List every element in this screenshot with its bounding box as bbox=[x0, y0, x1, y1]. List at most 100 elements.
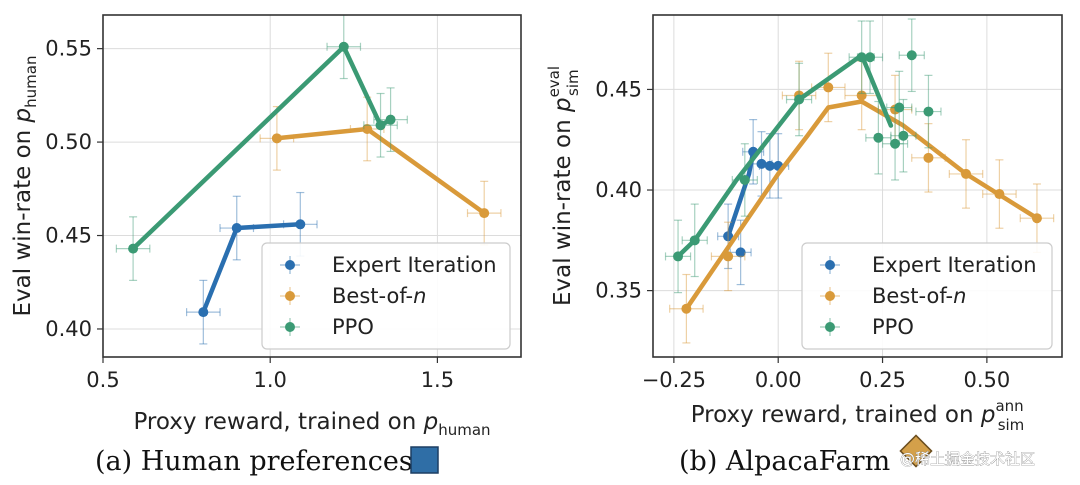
legend-marker bbox=[285, 322, 295, 332]
y-axis-label: Eval win-rate on pevalsim bbox=[545, 66, 582, 306]
legend-label-text: PPO bbox=[332, 315, 374, 339]
legend-label: PPO bbox=[332, 315, 374, 339]
legend-label-text: Best-of- bbox=[872, 284, 953, 308]
data-point-ppo bbox=[906, 50, 917, 61]
y-axis-label-symbol: p bbox=[10, 108, 36, 124]
y-tick-label: 0.55 bbox=[45, 37, 92, 61]
legend: Expert Iteration Best-of-n PPO bbox=[801, 242, 1053, 350]
x-axis-label-symbol: p bbox=[423, 409, 439, 435]
data-point-best-of-n bbox=[1031, 213, 1042, 224]
legend-marker bbox=[825, 291, 835, 301]
legend: Expert Iteration Best-of-n PPO bbox=[261, 242, 511, 350]
series-best-of-n bbox=[669, 52, 1055, 344]
data-point-best-of-n bbox=[362, 124, 373, 134]
legend-label: PPO bbox=[872, 315, 914, 339]
legend-item: PPO bbox=[280, 315, 374, 339]
x-tick-label: 0.00 bbox=[755, 368, 802, 392]
x-axis-label-sup: ann bbox=[995, 397, 1023, 415]
data-point-ppo bbox=[890, 138, 901, 149]
data-point-expert-iteration bbox=[231, 223, 242, 234]
y-tick-label: 0.40 bbox=[45, 317, 92, 341]
data-layer bbox=[115, 15, 502, 345]
data-point-ppo bbox=[739, 174, 750, 185]
data-point-best-of-n bbox=[479, 208, 490, 219]
data-point-best-of-n bbox=[856, 90, 867, 101]
data-point-ppo bbox=[128, 243, 139, 254]
x-axis-label-text: Proxy reward, trained on bbox=[133, 409, 423, 435]
data-point-best-of-n bbox=[271, 133, 282, 144]
data-point-ppo bbox=[923, 106, 934, 117]
data-point-ppo bbox=[898, 130, 909, 141]
legend-marker bbox=[825, 322, 835, 332]
legend-label-italic: n bbox=[413, 284, 426, 308]
x-tick-label: 1.0 bbox=[253, 368, 286, 392]
data-point-expert-iteration bbox=[756, 158, 767, 169]
legend-item: Expert Iteration bbox=[280, 253, 497, 277]
legend-marker bbox=[285, 291, 295, 301]
x-tick-label: 0.50 bbox=[963, 368, 1010, 392]
legend-item: Best-of-n bbox=[820, 284, 966, 308]
x-tick-label: −0.25 bbox=[642, 368, 706, 392]
legend-label-text: PPO bbox=[872, 315, 914, 339]
legend-marker bbox=[825, 260, 835, 270]
caption-a-square-icon bbox=[410, 446, 439, 474]
x-axis-label: Proxy reward, trained on phuman bbox=[133, 409, 490, 439]
legend-label: Expert Iteration bbox=[872, 253, 1037, 277]
y-tick-label: 0.35 bbox=[595, 279, 642, 303]
data-point-expert-iteration bbox=[198, 307, 209, 318]
data-point-ppo bbox=[794, 94, 805, 105]
y-tick-label: 0.45 bbox=[45, 224, 92, 248]
data-point-best-of-n bbox=[961, 168, 972, 179]
legend-box bbox=[261, 242, 511, 350]
legend-label-italic: n bbox=[953, 284, 966, 308]
legend-marker bbox=[285, 260, 295, 270]
data-point-best-of-n bbox=[823, 82, 834, 93]
legend-label: Expert Iteration bbox=[332, 253, 497, 277]
legend-item: Expert Iteration bbox=[820, 253, 1037, 277]
legend-label-text: Expert Iteration bbox=[872, 253, 1037, 277]
data-point-expert-iteration bbox=[735, 247, 746, 258]
y-axis-label-sub: sim bbox=[564, 69, 582, 96]
data-point-ppo bbox=[385, 114, 396, 125]
x-axis-label-sub: human bbox=[438, 421, 490, 439]
x-axis-label-text: Proxy reward, trained on bbox=[691, 402, 981, 428]
y-axis-label-text: Eval win-rate on bbox=[10, 122, 36, 316]
data-point-ppo bbox=[873, 132, 884, 143]
legend-label-text: Expert Iteration bbox=[332, 253, 497, 277]
series-line-best-of-n bbox=[684, 99, 1040, 311]
x-axis-label-symbol: p bbox=[980, 402, 996, 428]
data-point-best-of-n bbox=[681, 303, 692, 314]
data-point-best-of-n bbox=[923, 152, 934, 163]
data-point-ppo bbox=[865, 52, 876, 63]
data-point-ppo bbox=[689, 235, 700, 246]
plot-frame bbox=[102, 14, 522, 358]
data-point-ppo bbox=[673, 251, 684, 262]
caption-b-diamond-icon bbox=[899, 434, 933, 468]
data-point-expert-iteration bbox=[764, 160, 775, 171]
x-axis-label: Proxy reward, trained on pann sim bbox=[691, 397, 1025, 434]
series-ppo bbox=[664, 18, 942, 294]
y-axis-label-sub: human bbox=[22, 56, 40, 108]
data-point-ppo bbox=[338, 41, 349, 52]
chart-panel-b: −0.25 0.00 0.25 0.50 0.35 0.40 0.45 Expert Iter… bbox=[545, 14, 1063, 434]
x-axis-label-sub: sim bbox=[998, 416, 1025, 434]
caption-b: (b) AlpacaFarm bbox=[679, 446, 890, 477]
data-layer bbox=[664, 18, 1055, 344]
series-expert-iteration bbox=[186, 191, 318, 345]
y-tick-label: 0.40 bbox=[595, 178, 642, 202]
series-line-ppo bbox=[130, 44, 393, 251]
x-tick-label: 0.25 bbox=[859, 368, 906, 392]
watermark-text: @稀土掘金技术社区 bbox=[900, 450, 1035, 468]
data-point-expert-iteration bbox=[295, 219, 306, 230]
data-point-ppo bbox=[894, 102, 905, 113]
data-point-best-of-n bbox=[994, 189, 1005, 200]
x-tick-label: 0.5 bbox=[86, 368, 119, 392]
legend-box bbox=[801, 242, 1053, 350]
legend-item: Best-of-n bbox=[280, 284, 426, 308]
y-axis-label-sup: eval bbox=[545, 66, 563, 97]
y-axis-label-text: Eval win-rate on bbox=[550, 112, 576, 306]
x-tick-label: 1.5 bbox=[421, 368, 454, 392]
series-ppo bbox=[115, 15, 408, 281]
data-point-best-of-n bbox=[723, 251, 734, 262]
